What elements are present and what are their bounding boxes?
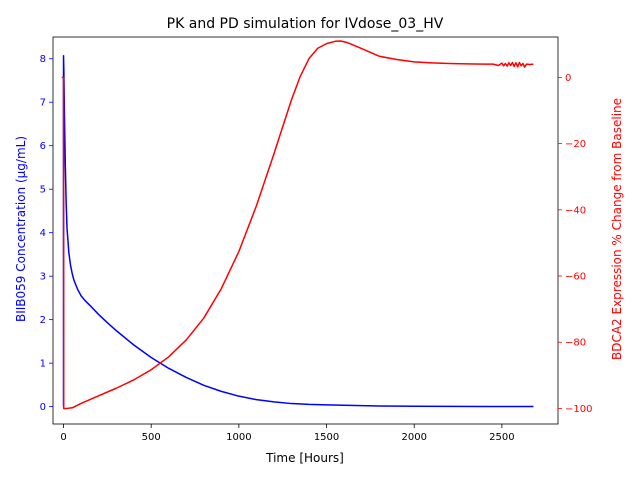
y-left-tick-label: 2: [40, 315, 46, 326]
series-line-right: [61, 40, 534, 410]
y-right-tick-label: 0: [565, 73, 571, 84]
axes: 0 500 1000 1500 2000 2500 0 1 2 3 4 5 6 7 8 0 −20 −40 −60 −…: [40, 36, 592, 443]
x-tick-label: 500: [142, 432, 161, 443]
y-right-tick-label: −60: [565, 272, 586, 283]
x-tick-label: 2000: [401, 432, 426, 443]
x-tick-label: 1000: [226, 432, 251, 443]
y-left-tick-label: 7: [40, 98, 46, 109]
x-tick-label: 2500: [489, 432, 514, 443]
y-left-tick-label: 3: [40, 272, 46, 283]
y-right-tick-label: −80: [565, 338, 586, 349]
plot-frame: [52, 36, 559, 425]
y-right-tick-label: −20: [565, 139, 586, 150]
y-right-tick-label: −100: [565, 404, 592, 415]
y-left-tick-label: 1: [40, 359, 46, 370]
y-left-tick-label: 4: [40, 228, 46, 239]
series-line-left: [62, 54, 534, 408]
y-axis-left-label: BIIB059 Concentration (µg/mL): [14, 136, 28, 322]
y-left-tick-label: 6: [40, 141, 46, 152]
y-left-tick-label: 5: [40, 185, 46, 196]
x-axis-label: Time [Hours]: [265, 451, 344, 465]
y-left-tick-label: 0: [40, 402, 46, 413]
plot-lines: [61, 40, 534, 410]
chart-title: PK and PD simulation for IVdose_03_HV: [167, 16, 444, 32]
x-tick-label: 1500: [314, 432, 339, 443]
x-tick-label: 0: [60, 432, 66, 443]
y-right-tick-label: −40: [565, 205, 586, 216]
y-left-tick-label: 8: [40, 54, 46, 65]
y-axis-right-label: BDCA2 Expression % Change from Baseline: [610, 98, 624, 360]
